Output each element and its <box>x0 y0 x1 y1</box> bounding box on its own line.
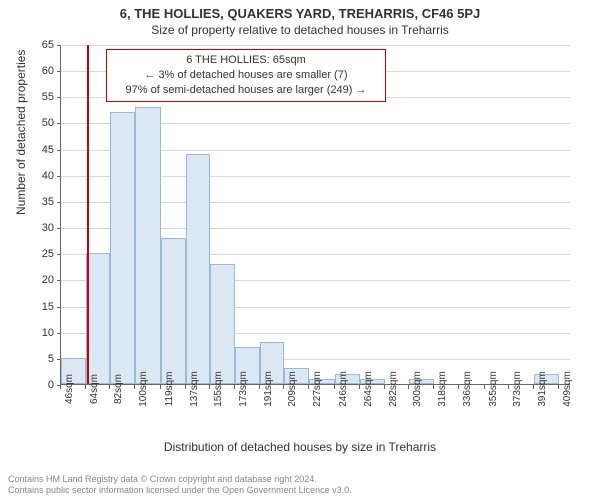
annotation-box: 6 THE HOLLIES: 65sqm← 3% of detached hou… <box>106 49 386 102</box>
y-tick-label: 0 <box>24 379 54 391</box>
chart-container: 6, THE HOLLIES, QUAKERS YARD, TREHARRIS,… <box>0 0 600 500</box>
x-tick-label: 336sqm <box>462 371 473 407</box>
x-tick-mark <box>85 385 86 389</box>
x-tick-mark <box>558 385 559 389</box>
y-tick-label: 50 <box>24 117 54 129</box>
y-tick-mark <box>57 254 61 255</box>
reference-line <box>87 45 89 384</box>
y-tick-label: 55 <box>24 91 54 103</box>
histogram-bar <box>110 112 135 384</box>
y-tick-mark <box>57 71 61 72</box>
x-tick-label: 64sqm <box>89 374 100 404</box>
x-tick-label: 46sqm <box>64 374 75 404</box>
x-tick-label: 391sqm <box>537 371 548 407</box>
annotation-line2: ← 3% of detached houses are smaller (7) <box>113 68 379 83</box>
x-tick-mark <box>134 385 135 389</box>
x-tick-label: 373sqm <box>512 371 523 407</box>
y-tick-mark <box>57 333 61 334</box>
x-tick-mark <box>334 385 335 389</box>
x-tick-mark <box>433 385 434 389</box>
footer-attribution: Contains HM Land Registry data © Crown c… <box>8 474 352 497</box>
x-tick-mark <box>160 385 161 389</box>
x-tick-mark <box>484 385 485 389</box>
x-tick-label: 137sqm <box>189 371 200 407</box>
histogram-bar <box>186 154 211 384</box>
y-tick-label: 60 <box>24 65 54 77</box>
x-tick-label: 264sqm <box>363 371 374 407</box>
x-tick-mark <box>209 385 210 389</box>
x-tick-label: 173sqm <box>238 371 249 407</box>
x-tick-mark <box>283 385 284 389</box>
footer-line1: Contains HM Land Registry data © Crown c… <box>8 474 352 485</box>
plot-region: 6 THE HOLLIES: 65sqm← 3% of detached hou… <box>60 45 570 415</box>
annotation-line1: 6 THE HOLLIES: 65sqm <box>113 53 379 68</box>
y-tick-mark <box>57 307 61 308</box>
y-tick-label: 65 <box>24 39 54 51</box>
x-tick-mark <box>259 385 260 389</box>
y-tick-label: 10 <box>24 327 54 339</box>
x-tick-mark <box>533 385 534 389</box>
x-tick-label: 300sqm <box>412 371 423 407</box>
histogram-bar <box>86 253 111 384</box>
y-tick-mark <box>57 45 61 46</box>
plot-area: 6 THE HOLLIES: 65sqm← 3% of detached hou… <box>60 45 570 385</box>
x-tick-label: 227sqm <box>312 371 323 407</box>
y-tick-label: 25 <box>24 248 54 260</box>
y-tick-label: 35 <box>24 196 54 208</box>
y-tick-mark <box>57 150 61 151</box>
histogram-bar <box>210 264 235 384</box>
y-tick-mark <box>57 202 61 203</box>
annotation-line3: 97% of semi-detached houses are larger (… <box>113 83 379 98</box>
x-tick-label: 82sqm <box>113 374 124 404</box>
x-axis-title: Distribution of detached houses by size … <box>0 440 600 454</box>
x-tick-label: 246sqm <box>338 371 349 407</box>
x-tick-label: 155sqm <box>213 371 224 407</box>
x-tick-mark <box>359 385 360 389</box>
histogram-bar <box>161 238 186 384</box>
y-tick-mark <box>57 176 61 177</box>
y-tick-label: 40 <box>24 170 54 182</box>
x-tick-mark <box>458 385 459 389</box>
x-tick-mark <box>308 385 309 389</box>
x-tick-label: 318sqm <box>437 371 448 407</box>
x-tick-label: 191sqm <box>263 371 274 407</box>
y-tick-mark <box>57 280 61 281</box>
y-tick-mark <box>57 228 61 229</box>
y-tick-label: 45 <box>24 144 54 156</box>
x-tick-mark <box>508 385 509 389</box>
y-tick-mark <box>57 123 61 124</box>
chart-title-sub: Size of property relative to detached ho… <box>0 21 600 37</box>
y-tick-label: 20 <box>24 274 54 286</box>
x-tick-label: 209sqm <box>287 371 298 407</box>
x-tick-mark <box>109 385 110 389</box>
footer-line2: Contains public sector information licen… <box>8 485 352 496</box>
x-tick-label: 100sqm <box>138 371 149 407</box>
x-tick-label: 119sqm <box>164 372 175 407</box>
x-tick-mark <box>408 385 409 389</box>
x-tick-mark <box>60 385 61 389</box>
x-tick-label: 282sqm <box>388 371 399 407</box>
y-tick-label: 30 <box>24 222 54 234</box>
y-tick-label: 15 <box>24 301 54 313</box>
x-tick-mark <box>384 385 385 389</box>
y-tick-label: 5 <box>24 353 54 365</box>
chart-title-main: 6, THE HOLLIES, QUAKERS YARD, TREHARRIS,… <box>0 0 600 21</box>
y-tick-mark <box>57 97 61 98</box>
x-tick-mark <box>185 385 186 389</box>
grid-line <box>61 45 570 46</box>
histogram-bar <box>135 107 161 384</box>
x-tick-mark <box>234 385 235 389</box>
x-tick-label: 355sqm <box>488 371 499 407</box>
x-tick-label: 409sqm <box>562 371 573 407</box>
